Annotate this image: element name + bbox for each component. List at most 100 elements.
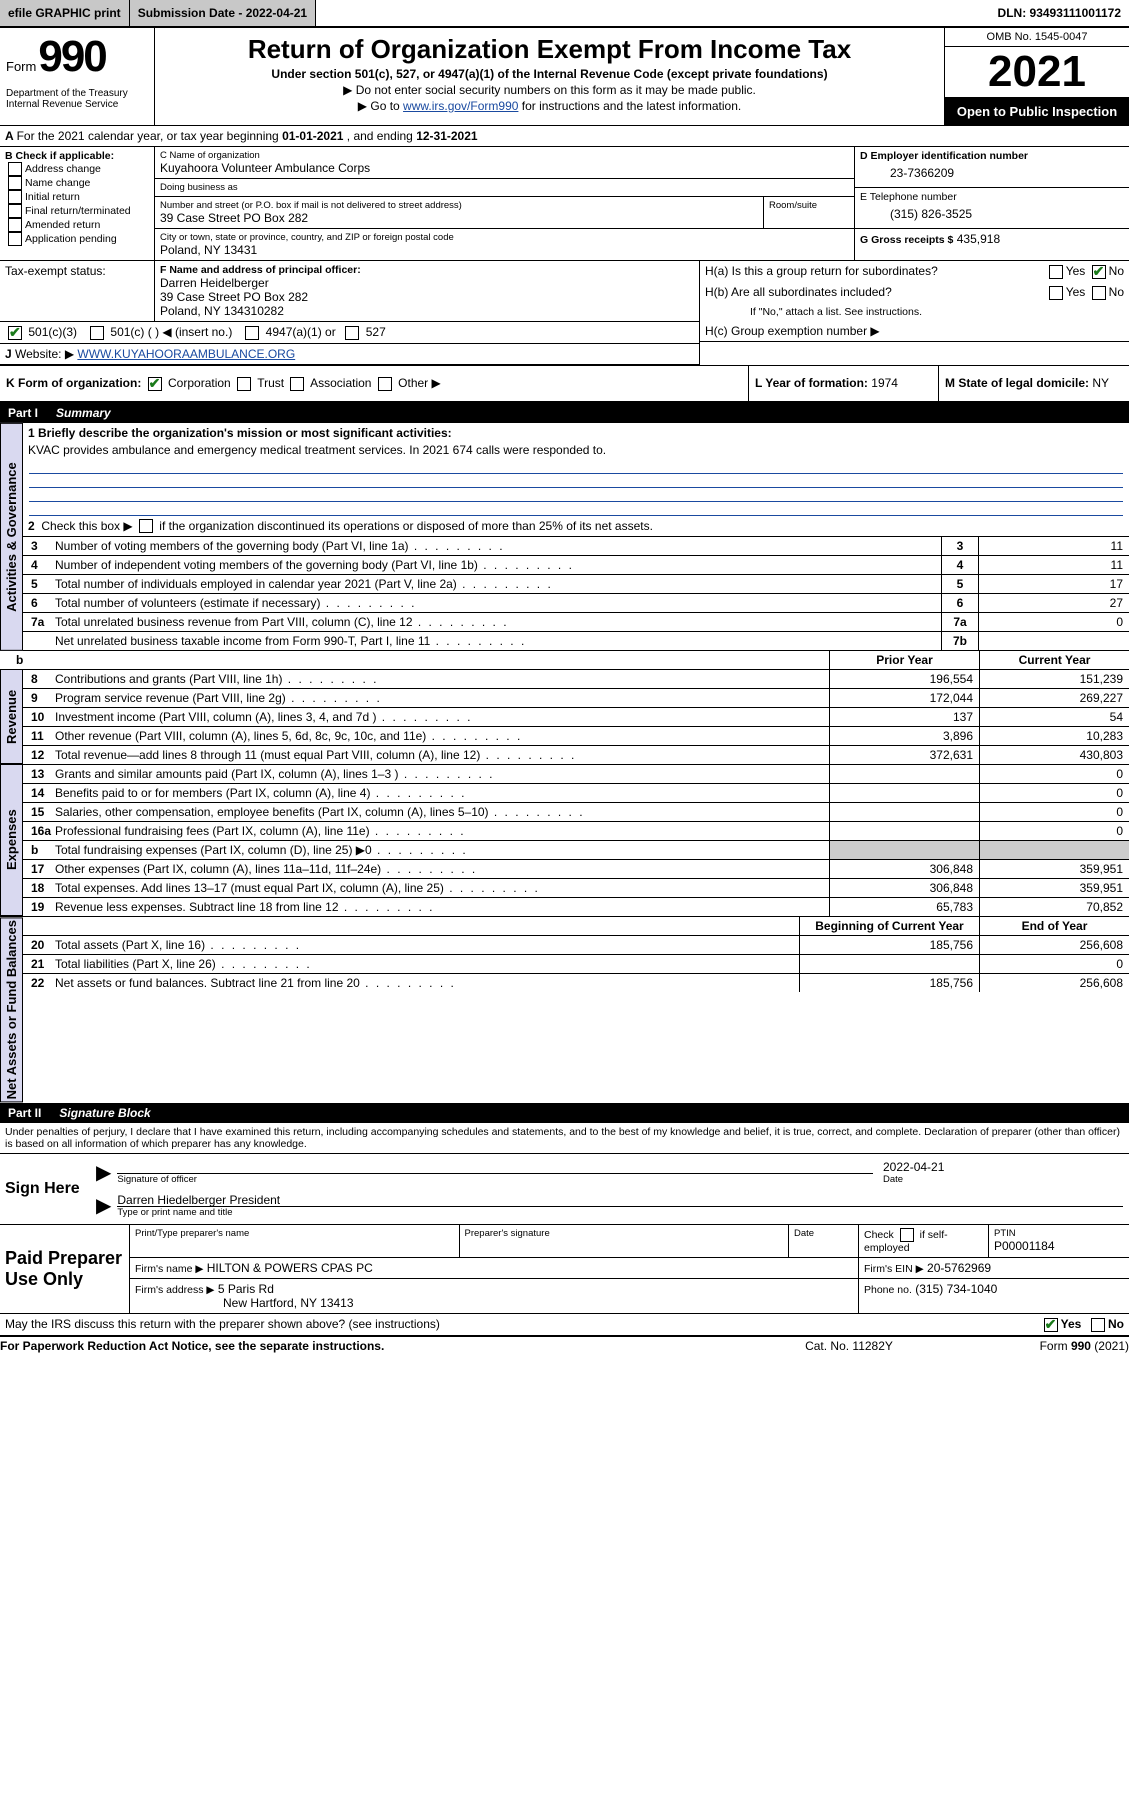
checkbox-trust[interactable]: [237, 377, 251, 391]
ha-no: No: [1109, 264, 1124, 278]
firm-ein: 20-5762969: [927, 1261, 991, 1275]
opt-trust: Trust: [257, 376, 284, 390]
form-header: Form 990 Department of the Treasury Inte…: [0, 28, 1129, 126]
checkbox-amended-return[interactable]: [8, 218, 22, 232]
arrow-icon: ▶: [96, 1160, 111, 1185]
topbar: efile GRAPHIC print Submission Date - 20…: [0, 0, 1129, 28]
checkbox-final-return[interactable]: [8, 204, 22, 218]
form990-link[interactable]: www.irs.gov/Form990: [403, 99, 518, 113]
opt-other: Other ▶: [398, 376, 441, 390]
sign-here-block: Sign Here ▶ 2022-04-21 Signature of offi…: [0, 1153, 1129, 1225]
sig-officer-label: Signature of officer: [117, 1174, 873, 1185]
checkbox-address-change[interactable]: [8, 162, 22, 176]
open-to-public-badge: Open to Public Inspection: [945, 98, 1129, 125]
checkbox-501c[interactable]: [90, 326, 104, 340]
checkbox-hb-no[interactable]: [1092, 286, 1106, 300]
line-i-label: Tax-exempt status:: [0, 261, 155, 321]
year-columns-header: b Prior Year Current Year: [0, 650, 1129, 669]
officer-addr1: 39 Case Street PO Box 282: [160, 290, 694, 304]
paid-preparer-label: Paid Preparer Use Only: [5, 1248, 124, 1290]
box-f: F Name and address of principal officer:…: [155, 261, 699, 321]
checkbox-corporation[interactable]: [148, 377, 162, 391]
prep-col-sig: Preparer's signature: [465, 1228, 784, 1239]
form-title: Return of Organization Exempt From Incom…: [163, 34, 936, 65]
data-row: 16aProfessional fundraising fees (Part I…: [23, 821, 1129, 840]
checkbox-4947[interactable]: [245, 326, 259, 340]
sub3-pre: ▶ Go to: [358, 99, 403, 113]
line-k-label: K Form of organization:: [6, 376, 141, 390]
submission-date-label: Submission Date - 2022-04-21: [130, 0, 316, 26]
opt-address-change: Address change: [25, 163, 101, 175]
checkbox-discuss-no[interactable]: [1091, 1318, 1105, 1332]
opt-final-return: Final return/terminated: [25, 205, 131, 217]
room-label: Room/suite: [769, 200, 849, 211]
checkbox-527[interactable]: [345, 326, 359, 340]
form-990-logo: Form 990: [6, 32, 148, 82]
fhij-block: Tax-exempt status: F Name and address of…: [0, 261, 1129, 365]
firm-name-label: Firm's name ▶: [135, 1263, 203, 1275]
check-self-employed: Check if self-employed: [859, 1225, 989, 1257]
website-link[interactable]: WWW.KUYAHOORAAMBULANCE.ORG: [77, 347, 295, 361]
form-word: Form: [6, 59, 36, 74]
data-row: 18Total expenses. Add lines 13–17 (must …: [23, 878, 1129, 897]
discuss-yes: Yes: [1061, 1317, 1082, 1331]
officer-typed-name: Darren Hiedelberger President: [117, 1193, 1123, 1207]
klm-row: K Form of organization: Corporation Trus…: [0, 365, 1129, 403]
box-h: H(a) Is this a group return for subordin…: [699, 261, 1129, 365]
checkbox-application-pending[interactable]: [8, 232, 22, 246]
sub3-post: for instructions and the latest informat…: [518, 99, 741, 113]
data-row: 11Other revenue (Part VIII, column (A), …: [23, 726, 1129, 745]
governance-row: 3Number of voting members of the governi…: [23, 536, 1129, 555]
form-subtitle-1: Under section 501(c), 527, or 4947(a)(1)…: [163, 67, 936, 81]
firm-name: HILTON & POWERS CPAS PC: [207, 1261, 373, 1275]
discuss-row: May the IRS discuss this return with the…: [0, 1314, 1129, 1336]
opt-assoc: Association: [310, 376, 371, 390]
opt-initial-return: Initial return: [25, 191, 80, 203]
line-i-options: 501(c)(3) 501(c) ( ) ◀ (insert no.) 4947…: [0, 322, 699, 344]
form-subtitle-3: ▶ Go to www.irs.gov/Form990 for instruct…: [163, 99, 936, 113]
page-footer: For Paperwork Reduction Act Notice, see …: [0, 1336, 1129, 1353]
paid-preparer-block: Paid Preparer Use Only Print/Type prepar…: [0, 1225, 1129, 1314]
opt-corp: Corporation: [168, 376, 231, 390]
cat-no: Cat. No. 11282Y: [749, 1339, 949, 1353]
arrow-icon-2: ▶: [96, 1193, 111, 1218]
firm-ein-label: Firm's EIN ▶: [864, 1263, 924, 1275]
checkbox-name-change[interactable]: [8, 176, 22, 190]
lineA-mid: , and ending: [343, 129, 416, 143]
governance-row: 7aTotal unrelated business revenue from …: [23, 612, 1129, 631]
lineA-end: 12-31-2021: [416, 129, 477, 143]
box-b-label: B Check if applicable:: [5, 150, 149, 162]
checkbox-hb-yes[interactable]: [1049, 286, 1063, 300]
data-row: 17Other expenses (Part IX, column (A), l…: [23, 859, 1129, 878]
officer-name: Darren Heidelberger: [160, 276, 694, 290]
sign-here-label: Sign Here: [5, 1180, 80, 1198]
part-2-num: Part II: [8, 1106, 41, 1120]
checkbox-ha-yes[interactable]: [1049, 265, 1063, 279]
tax-year: 2021: [945, 47, 1129, 98]
expenses-section: Expenses 13Grants and similar amounts pa…: [0, 764, 1129, 916]
box-f-label: F Name and address of principal officer:: [160, 264, 694, 276]
col-current-year: Current Year: [979, 651, 1129, 669]
revenue-section: Revenue 8Contributions and grants (Part …: [0, 669, 1129, 764]
discuss-label: May the IRS discuss this return with the…: [5, 1317, 1041, 1332]
checkbox-discontinued[interactable]: [139, 519, 153, 533]
officer-addr2: Poland, NY 134310282: [160, 304, 694, 318]
checkbox-other[interactable]: [378, 377, 392, 391]
efile-graphic-print-button[interactable]: efile GRAPHIC print: [0, 0, 130, 26]
hb-note: If "No," attach a list. See instructions…: [700, 303, 1129, 321]
checkbox-501c3[interactable]: [8, 326, 22, 340]
checkbox-discuss-yes[interactable]: [1044, 1318, 1058, 1332]
city-value: Poland, NY 13431: [160, 243, 849, 257]
hb-yes: Yes: [1066, 285, 1086, 299]
checkbox-ha-no[interactable]: [1092, 265, 1106, 279]
penalties-text: Under penalties of perjury, I declare th…: [0, 1123, 1129, 1153]
checkbox-self-employed[interactable]: [900, 1228, 914, 1242]
checkbox-association[interactable]: [290, 377, 304, 391]
checkbox-initial-return[interactable]: [8, 190, 22, 204]
addr-value: 39 Case Street PO Box 282: [160, 211, 758, 225]
governance-section: Activities & Governance 1 Briefly descri…: [0, 423, 1129, 651]
type-name-label: Type or print name and title: [117, 1207, 1123, 1218]
governance-row: 5Total number of individuals employed in…: [23, 574, 1129, 593]
part-2-title: Signature Block: [59, 1106, 150, 1120]
prep-col-date: Date: [794, 1228, 853, 1239]
